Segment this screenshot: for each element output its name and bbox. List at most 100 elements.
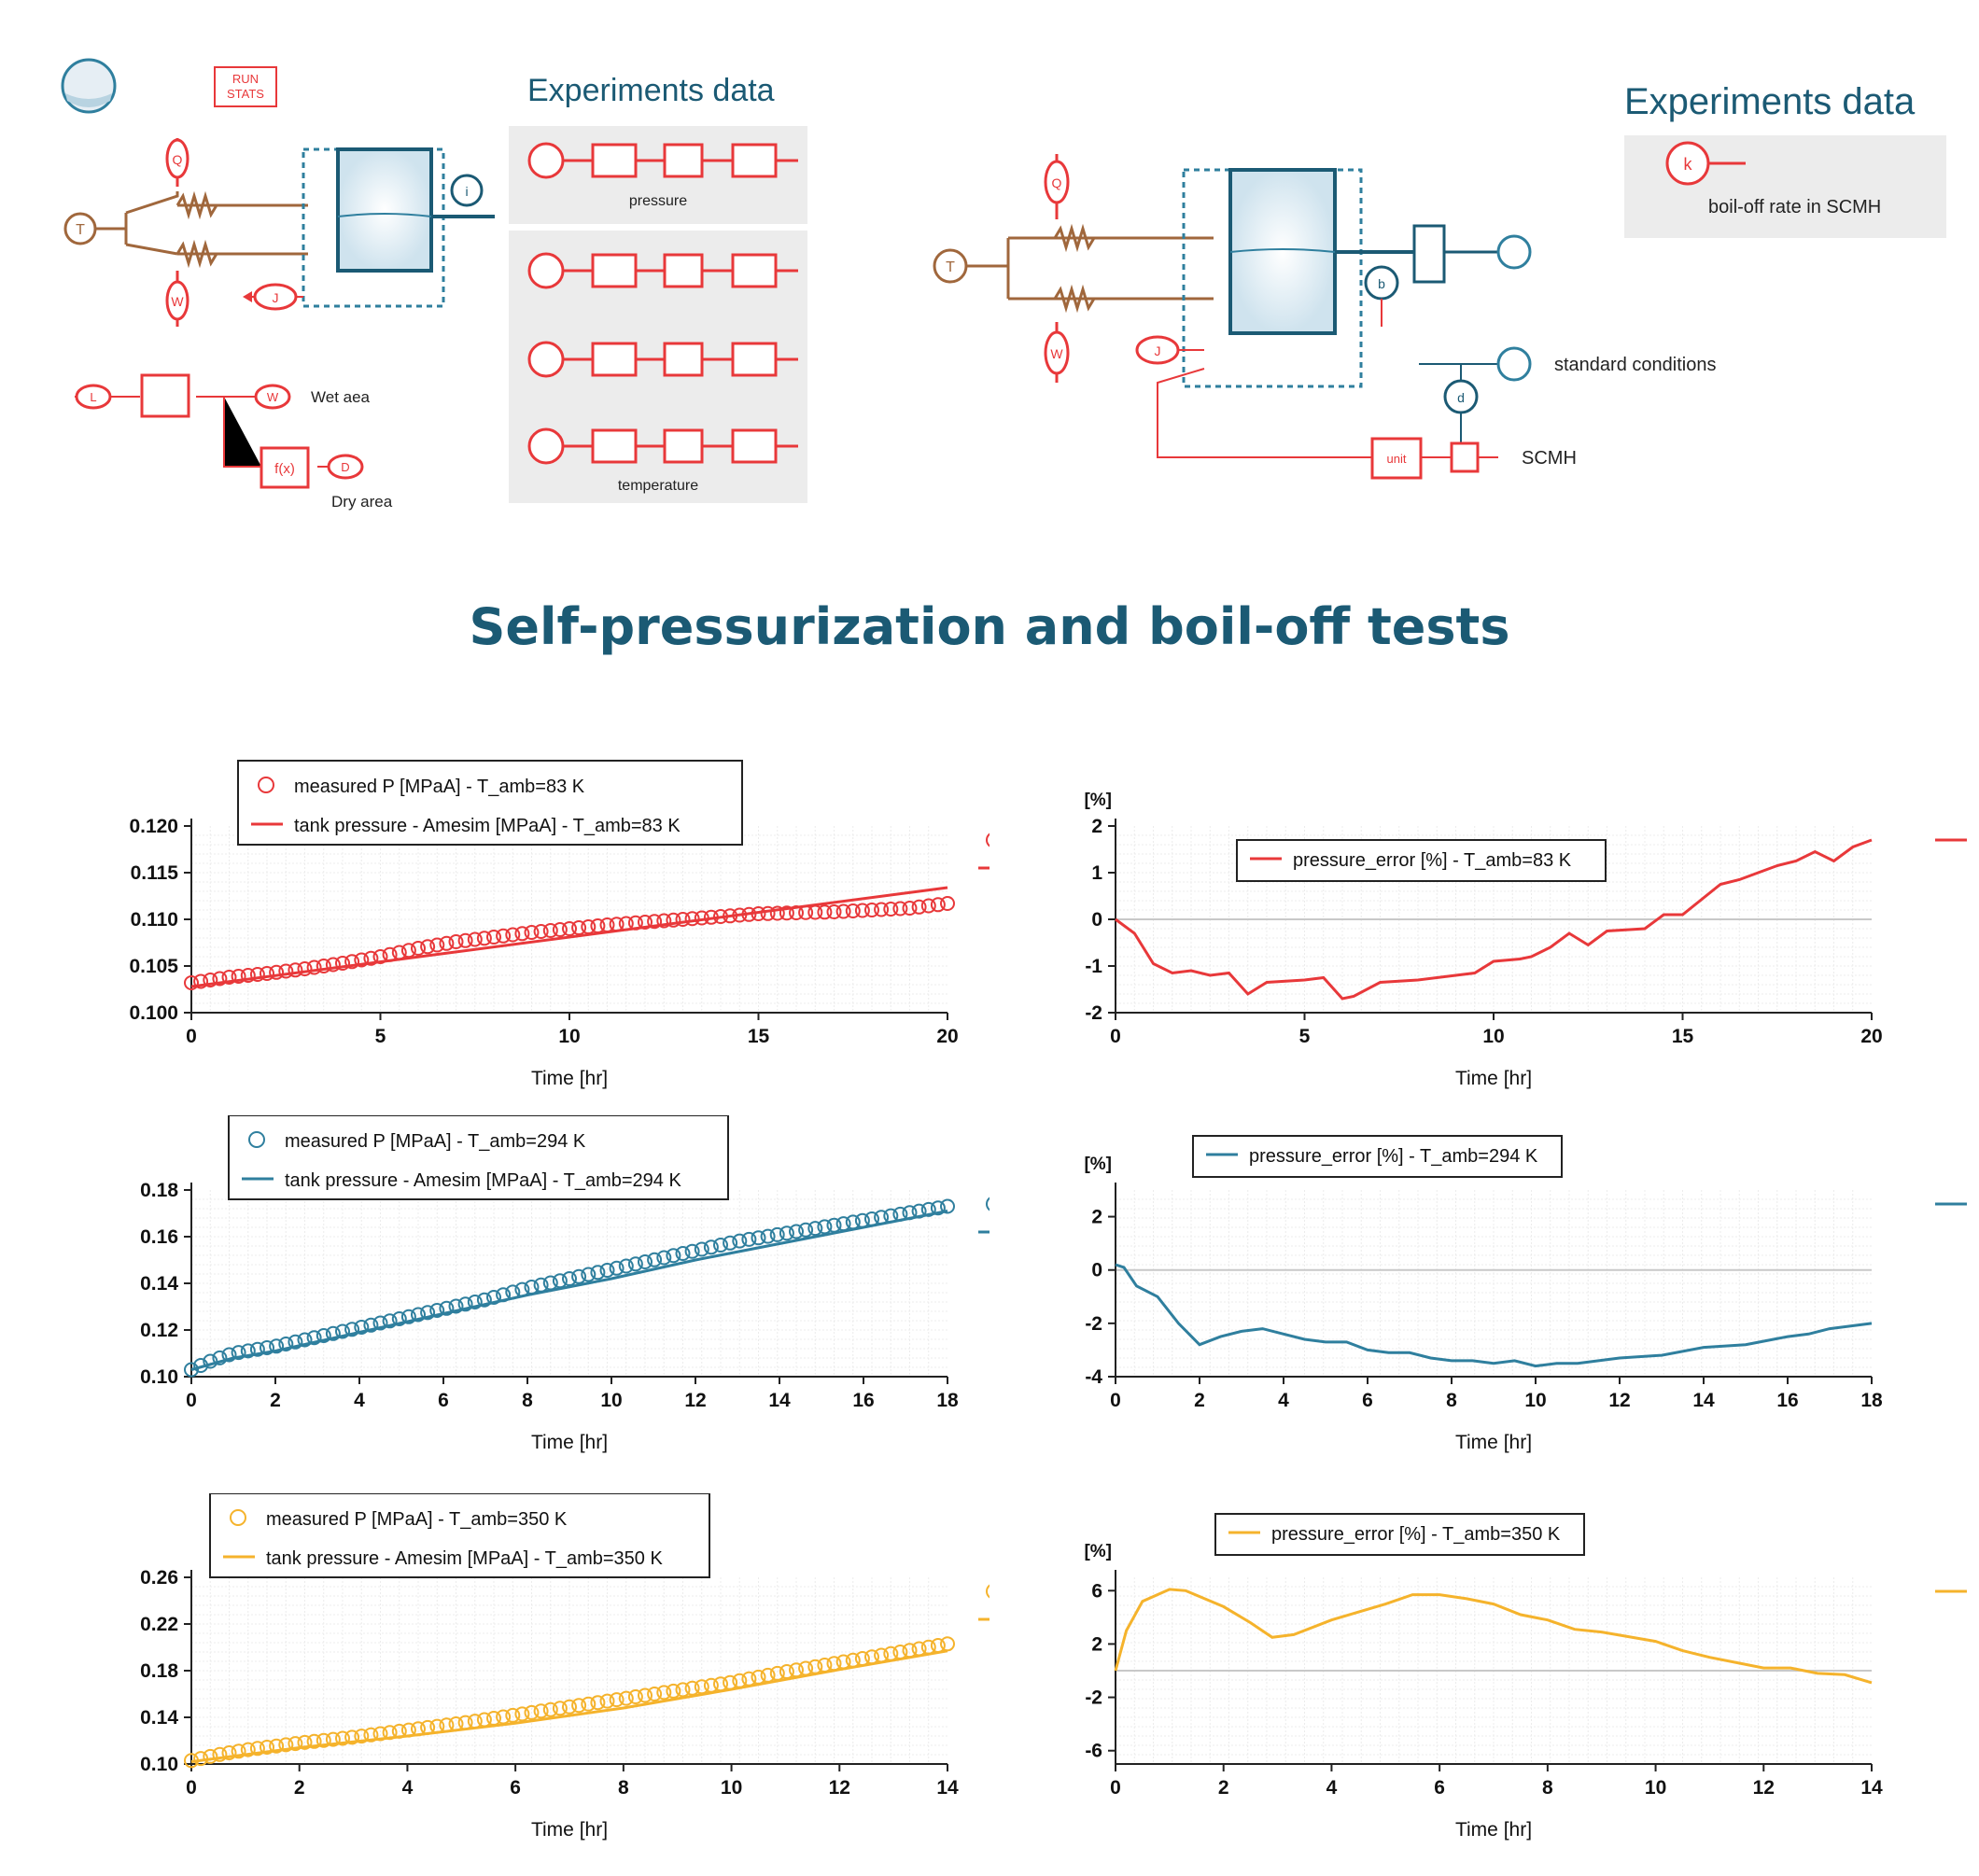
series-line [1114,1588,1873,1685]
data-point [420,1305,436,1321]
y-tick-label: -2 [1085,1002,1102,1024]
series-line [1115,1263,1873,1368]
y-tick-label: 0 [1091,909,1102,931]
x-tick-label: 12 [829,1777,850,1799]
x-tick-label: 14 [1692,1390,1715,1411]
data-point [496,928,512,944]
reference-sink-icon[interactable] [1496,346,1532,382]
x-tick-label: 12 [1608,1390,1630,1411]
y-tick-label: -4 [1085,1366,1102,1388]
data-point [835,903,851,919]
data-point [741,1231,757,1247]
x-tick-label: 4 [1278,1390,1289,1411]
sensor-w3-icon[interactable] [1044,330,1070,375]
x-tick-label: 10 [558,1026,580,1047]
data-point [684,1243,700,1259]
data-point [363,950,379,966]
legend-box [228,1115,729,1200]
svg-text:standard conditions: standard conditions [1554,355,1716,375]
x-tick-label: 18 [936,1390,959,1411]
legend-label: tank pressure - Amesim [MPaA] - T_amb=29… [285,1170,681,1191]
x-tick-label: 10 [721,1777,742,1799]
data-point [609,1260,625,1276]
y-tick-label: -6 [1085,1741,1102,1762]
y-tick-label: 0.10 [140,1366,178,1388]
data-point [448,934,464,949]
x-tick-label: 16 [852,1390,874,1411]
data-point [599,1263,615,1278]
x-tick-label: 8 [618,1777,629,1799]
sensor-q2-icon[interactable] [1044,160,1070,204]
data-point [278,963,294,979]
legend-label: tank pressure - Amesim [MPaA] - T_amb=35… [266,1548,663,1569]
data-point [212,1350,228,1365]
sensor-w-icon[interactable] [165,280,189,321]
y-tick-label: -1 [1085,956,1102,977]
y-tick-label: 0.18 [140,1180,178,1201]
data-point [930,897,946,913]
sensor-l-icon[interactable] [75,384,112,410]
data-point [656,1685,672,1701]
left-panel-title: Experiments data [527,73,775,108]
y-tick-label: 6 [1091,1580,1102,1602]
data-point [533,1703,549,1719]
x-axis-label: Time [hr] [531,1068,608,1089]
table-block-icon[interactable] [140,373,190,418]
data-point [231,1743,246,1759]
x-tick-label: 20 [936,1026,958,1047]
divide-block-icon[interactable] [1450,441,1480,473]
data-point [854,903,870,918]
legend-label: pressure_error [%] - T_amb=83 K [1293,850,1572,871]
x-tick-label: 5 [1299,1026,1311,1047]
data-point [883,902,899,917]
tank-2-icon[interactable] [1228,168,1337,335]
y-tick-label: 0.10 [140,1754,178,1775]
data-point [571,920,587,935]
data-point [457,932,473,948]
pressure-row[interactable] [527,142,798,179]
data-point [382,1313,398,1329]
series-line [190,1649,948,1763]
sensor-d-icon[interactable] [327,454,364,480]
data-point [760,905,776,921]
tank-icon[interactable] [336,147,433,273]
svg-text:d: d [1457,390,1465,405]
data-point [638,915,653,930]
data-point [723,1235,738,1251]
data-point [288,1736,303,1752]
legend-box [209,1493,710,1578]
data-point [779,905,794,921]
left-circuit: T Q W i J [63,138,495,327]
data-point [656,1250,672,1266]
data-point [429,1303,445,1318]
run-stats-button[interactable]: RUN STATS [214,66,277,107]
data-point [713,1238,728,1253]
orifice-icon[interactable] [1412,224,1446,284]
data-point [203,1748,218,1764]
sensor-w2-icon[interactable] [254,384,291,410]
sensor-q-icon[interactable] [165,138,189,179]
x-tick-label: 0 [1110,1026,1121,1047]
sink-icon[interactable] [1496,234,1532,270]
data-point [874,902,890,917]
tank-model-icon[interactable] [61,58,117,114]
heat-exchanger-icon[interactable] [175,190,218,269]
legend-marker-icon [230,1509,246,1526]
temperature-source-icon[interactable] [63,212,97,245]
svg-text:unit: unit [1387,452,1407,466]
side-marker-icon [986,833,990,847]
legend-label: tank pressure - Amesim [MPaA] - T_amb=83… [294,816,681,836]
data-point [306,959,322,975]
svg-text:f(x): f(x) [274,461,295,477]
sensor-j-icon[interactable] [253,283,298,311]
temperature-rows[interactable] [527,252,798,465]
x-tick-label: 2 [1194,1390,1205,1411]
function-block-icon[interactable] [260,446,310,489]
data-point [363,1317,379,1333]
x-axis-label: Time [hr] [1455,1819,1532,1841]
data-point [400,1309,416,1324]
flow-sensor-icon[interactable] [450,174,484,207]
data-point [260,1740,274,1755]
x-axis-label: Time [hr] [1455,1068,1532,1089]
data-point [638,1687,653,1703]
